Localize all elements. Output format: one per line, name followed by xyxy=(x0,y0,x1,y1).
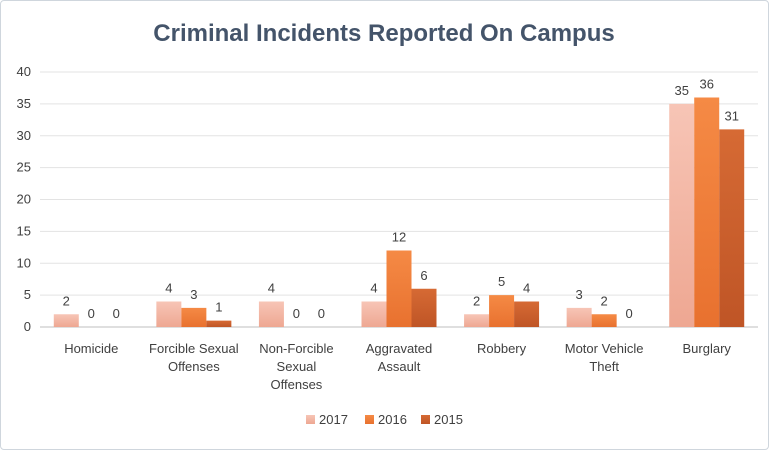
data-label: 3 xyxy=(576,287,583,302)
data-label: 1 xyxy=(215,300,222,315)
category-label: Non-Forcible Sexual Offenses xyxy=(259,341,333,392)
bar-2016-6 xyxy=(694,97,720,327)
bar-2017-2 xyxy=(258,301,284,327)
bars xyxy=(53,97,745,327)
legend-label-2017: 2017 xyxy=(319,412,348,427)
bar-2016-1 xyxy=(181,307,207,327)
data-label: 0 xyxy=(318,306,325,321)
y-tick-label: 0 xyxy=(24,319,31,334)
category-label: Robbery xyxy=(477,341,527,356)
x-axis-categories: Homicide Forcible Sexual Offenses Non-Forci… xyxy=(64,341,731,392)
data-label: 4 xyxy=(165,281,172,296)
data-label: 2 xyxy=(473,293,480,308)
data-label: 4 xyxy=(268,281,275,296)
category-label: Burglary xyxy=(683,341,732,356)
bar-2016-4 xyxy=(489,295,515,327)
y-tick-label: 35 xyxy=(17,96,31,111)
y-tick-label: 5 xyxy=(24,287,31,302)
bar-2017-0 xyxy=(53,314,79,327)
category-label: Homicide xyxy=(64,341,118,356)
bar-2016-3 xyxy=(386,250,412,327)
bar-2015-1 xyxy=(206,320,232,327)
bar-2017-1 xyxy=(156,301,182,327)
y-tick-label: 40 xyxy=(17,64,31,79)
data-label: 12 xyxy=(392,230,406,245)
category-label: Aggravated Assault xyxy=(366,341,433,374)
bar-2015-6 xyxy=(719,129,745,327)
bar-2017-4 xyxy=(464,314,490,327)
legend: 2017 2016 2015 xyxy=(306,412,463,427)
category-label: Forcible Sexual Offenses xyxy=(149,341,239,374)
legend-swatch-2017 xyxy=(306,415,315,424)
data-label: 0 xyxy=(113,306,120,321)
data-labels: 2 4 4 4 2 3 35 0 3 0 12 5 2 36 0 1 0 6 4 0 31 xyxy=(63,77,739,322)
data-label: 2 xyxy=(601,293,608,308)
y-tick-label: 25 xyxy=(17,160,31,175)
data-label: 0 xyxy=(88,306,95,321)
bar-2015-4 xyxy=(514,301,540,327)
data-label: 35 xyxy=(674,83,688,98)
y-tick-label: 10 xyxy=(17,255,31,270)
legend-label-2016: 2016 xyxy=(378,412,407,427)
y-axis: 0 5 10 15 20 25 30 35 40 xyxy=(17,64,31,334)
chart-title: Criminal Incidents Reported On Campus xyxy=(153,20,614,47)
category-label: Motor Vehicle Theft xyxy=(565,341,644,374)
bar-2017-5 xyxy=(566,307,592,327)
data-label: 6 xyxy=(420,268,427,283)
legend-label-2015: 2015 xyxy=(434,412,463,427)
bar-2017-6 xyxy=(669,103,695,327)
y-tick-label: 30 xyxy=(17,128,31,143)
y-tick-label: 20 xyxy=(17,192,31,207)
data-label: 0 xyxy=(626,306,633,321)
legend-swatch-2015 xyxy=(421,415,430,424)
data-label: 2 xyxy=(63,293,70,308)
y-tick-label: 15 xyxy=(17,223,31,238)
data-label: 4 xyxy=(370,281,377,296)
bar-2015-3 xyxy=(411,288,437,327)
data-label: 36 xyxy=(699,77,713,92)
legend-swatch-2016 xyxy=(365,415,374,424)
data-label: 31 xyxy=(724,108,738,123)
data-label: 4 xyxy=(523,281,530,296)
data-label: 3 xyxy=(190,287,197,302)
bar-2016-5 xyxy=(591,314,617,327)
data-label: 5 xyxy=(498,274,505,289)
bar-2017-3 xyxy=(361,301,387,327)
data-label: 0 xyxy=(293,306,300,321)
